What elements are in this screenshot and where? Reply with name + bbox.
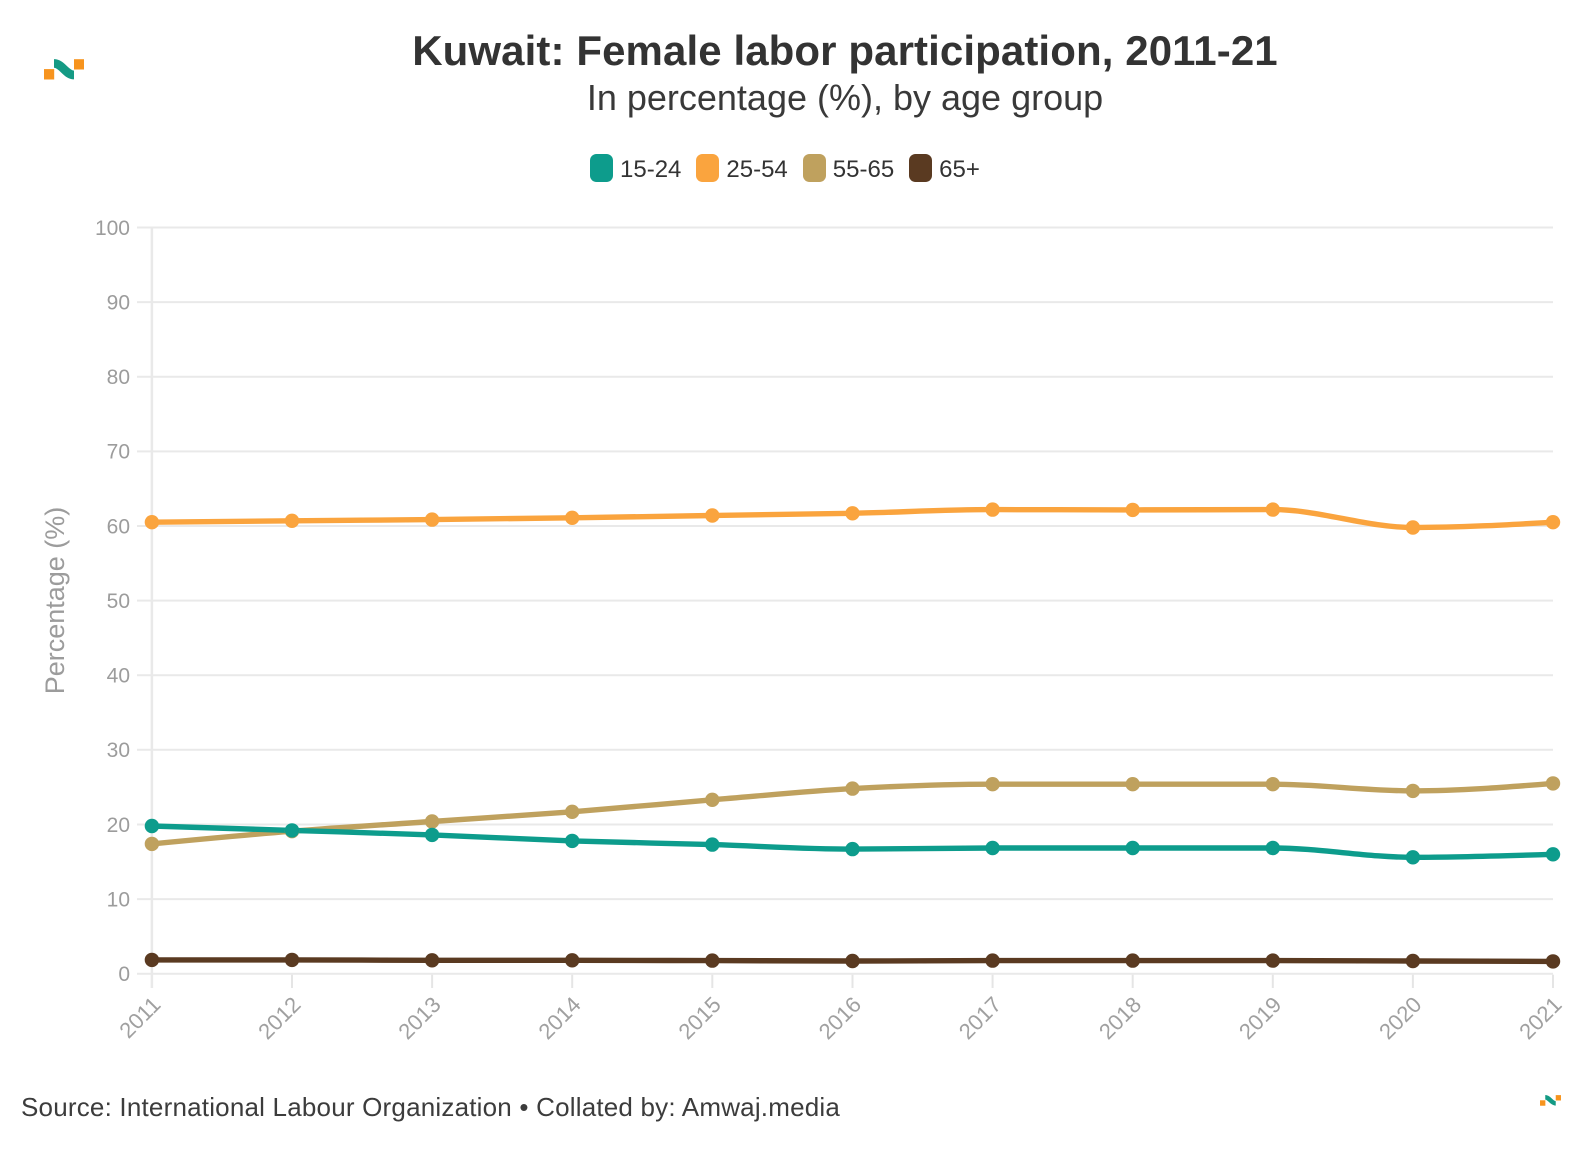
svg-text:0: 0 [118,963,130,986]
svg-text:40: 40 [107,665,130,688]
svg-text:90: 90 [107,291,130,314]
svg-text:70: 70 [107,441,130,464]
svg-text:Percentage (%): Percentage (%) [40,507,70,695]
svg-text:2016: 2016 [814,992,866,1044]
svg-text:2019: 2019 [1234,992,1286,1044]
svg-text:2013: 2013 [393,992,445,1044]
svg-text:2021: 2021 [1514,992,1566,1044]
svg-text:2012: 2012 [253,992,305,1044]
svg-text:60: 60 [107,515,130,538]
svg-text:30: 30 [107,739,130,762]
svg-text:80: 80 [107,366,130,389]
svg-text:2020: 2020 [1374,992,1426,1044]
svg-text:2018: 2018 [1094,992,1146,1044]
svg-text:50: 50 [107,590,130,613]
svg-text:20: 20 [107,814,130,837]
svg-text:2011: 2011 [114,992,165,1043]
svg-text:2015: 2015 [674,992,726,1044]
svg-text:2014: 2014 [533,992,585,1044]
svg-text:100: 100 [95,217,130,240]
svg-text:2017: 2017 [954,992,1006,1044]
svg-text:10: 10 [107,888,130,911]
